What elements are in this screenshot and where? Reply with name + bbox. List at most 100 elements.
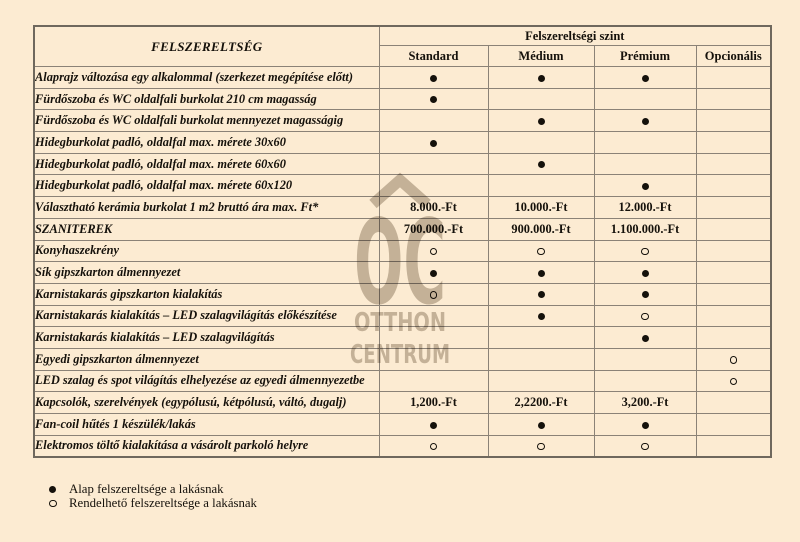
table-corner-header: FELSZERELTSÉG: [33, 25, 380, 67]
legend-symbol: [49, 486, 69, 494]
filled-dot-icon: [641, 182, 649, 190]
level-value-cell: [487, 66, 595, 89]
level-value-cell: [593, 239, 697, 263]
table-body: Alaprajz változása egy alkalommal (szerk…: [33, 66, 772, 458]
filled-dot-icon: [641, 269, 649, 277]
open-circle-icon: [429, 247, 438, 256]
level-value-cell: [378, 347, 489, 371]
level-value-cell: 8.000.-Ft: [378, 196, 489, 219]
feature-label: Elektromos töltő kialakítása a vásárolt …: [33, 434, 380, 458]
table-row: Karnistakarás gipszkarton kialakítás: [33, 282, 772, 306]
filled-dot-icon: [537, 161, 545, 169]
feature-label: Konyhaszekrény: [33, 239, 380, 263]
level-value-cell: [487, 413, 595, 436]
filled-dot-icon: [430, 139, 437, 147]
level-value-cell: [593, 347, 697, 371]
level-value-cell: [593, 174, 697, 198]
feature-label: Karnistakarás kialakítás – LED szalagvil…: [33, 304, 380, 328]
level-value-cell: [378, 434, 489, 458]
feature-label: SZANITEREK: [33, 217, 380, 241]
table-row: Sík gipszkarton álmennyezet: [33, 261, 772, 284]
level-value-cell: [695, 131, 772, 154]
level-value-cell: [593, 87, 697, 111]
table-row: Fürdőszoba és WC oldalfali burkolat menn…: [33, 109, 772, 133]
feature-label: Választható kerámia burkolat 1 m2 bruttó…: [33, 196, 380, 219]
level-value-cell: 700.000.-Ft: [378, 217, 489, 241]
level-value-cell: [695, 239, 772, 263]
legend-text: Rendelhető felszereltsége a lakásnak: [69, 495, 257, 510]
table-row: Elektromos töltő kialakítása a vásárolt …: [33, 434, 772, 458]
legend-row: Rendelhető felszereltsége a lakásnak: [49, 495, 257, 511]
equipment-table: FELSZERELTSÉG Felszereltségi szint Stand…: [33, 25, 773, 458]
filled-dot-icon: [641, 291, 649, 299]
group-header: Felszereltségi szint: [378, 25, 772, 46]
level-value-cell: [487, 282, 595, 306]
level-value-cell: 1.100.000.-Ft: [593, 217, 697, 241]
open-circle-icon: [641, 442, 649, 451]
level-value-cell: [487, 369, 595, 393]
level-value-cell: [695, 217, 772, 241]
level-value-cell: [695, 109, 772, 133]
level-header-row: Standard Médium Prémium Opcionális: [34, 45, 772, 67]
legend: Alap felszereltsége a lakásnak Rendelhető…: [49, 482, 257, 511]
level-value-cell: [378, 326, 489, 349]
table-row: SZANITEREK 700.000.-Ft 900.000.-Ft 1.100.00…: [33, 217, 772, 241]
level-value-cell: [695, 152, 772, 176]
level-value-cell: [487, 304, 595, 328]
level-value-cell: [378, 109, 489, 133]
level-value-cell: [487, 261, 595, 284]
filled-dot-icon: [641, 421, 649, 429]
level-value-cell: [695, 369, 772, 393]
feature-label: LED szalag és spot világítás elhelyezése…: [33, 369, 380, 393]
level-value-cell: [695, 174, 772, 198]
feature-label: Hidegburkolat padló, oldalfal max. méret…: [33, 174, 380, 198]
open-circle-icon: [429, 442, 438, 451]
feature-label: Fan-coil hűtés 1 készülék/lakás: [33, 413, 380, 436]
filled-dot-icon: [537, 74, 545, 82]
level-value-cell: [695, 304, 772, 328]
feature-label: Kapcsolók, szerelvények (egypólusú, kétp…: [33, 391, 380, 414]
level-value-cell: [487, 109, 595, 133]
level-header: Médium: [487, 45, 595, 67]
open-circle-icon: [49, 499, 57, 507]
level-value-cell: [593, 326, 697, 349]
level-value-cell: [378, 66, 489, 89]
level-value-cell: [487, 239, 595, 263]
table-row: Egyedi gipszkarton álmennyezet: [33, 347, 772, 371]
open-circle-icon: [641, 312, 649, 321]
filled-dot-icon: [49, 486, 56, 494]
level-value-cell: [695, 196, 772, 219]
level-value-cell: [378, 87, 489, 111]
feature-label: Karnistakarás gipszkarton kialakítás: [33, 282, 380, 306]
level-value-cell: [695, 434, 772, 458]
feature-label: Karnistakarás kialakítás – LED szalagvil…: [33, 326, 380, 349]
filled-dot-icon: [641, 74, 649, 82]
table-row: Alaprajz változása egy alkalommal (szerk…: [33, 66, 772, 89]
level-value-cell: [378, 413, 489, 436]
legend-symbol: [49, 499, 69, 507]
level-value-cell: [378, 261, 489, 284]
level-value-cell: [593, 413, 697, 436]
feature-label: Alaprajz változása egy alkalommal (szerk…: [33, 66, 380, 89]
table-row: Fan-coil hűtés 1 készülék/lakás: [33, 413, 772, 436]
level-value-cell: 1,200.-Ft: [378, 391, 489, 414]
level-value-cell: [695, 391, 772, 414]
table-row: Választható kerámia burkolat 1 m2 bruttó…: [33, 196, 772, 219]
open-circle-icon: [429, 291, 438, 299]
level-value-cell: [695, 282, 772, 306]
level-value-cell: 12.000.-Ft: [593, 196, 697, 219]
table-row: Karnistakarás kialakítás – LED szalagvil…: [33, 326, 772, 349]
table-row: Konyhaszekrény: [33, 239, 772, 263]
level-value-cell: [695, 413, 772, 436]
level-value-cell: [378, 152, 489, 176]
level-value-cell: [593, 282, 697, 306]
open-circle-icon: [729, 356, 737, 364]
level-value-cell: [593, 152, 697, 176]
level-value-cell: [487, 131, 595, 154]
filled-dot-icon: [537, 117, 545, 125]
level-value-cell: [593, 369, 697, 393]
level-value-cell: [378, 239, 489, 263]
level-value-cell: [593, 131, 697, 154]
feature-label: Fürdőszoba és WC oldalfali burkolat menn…: [33, 109, 380, 133]
